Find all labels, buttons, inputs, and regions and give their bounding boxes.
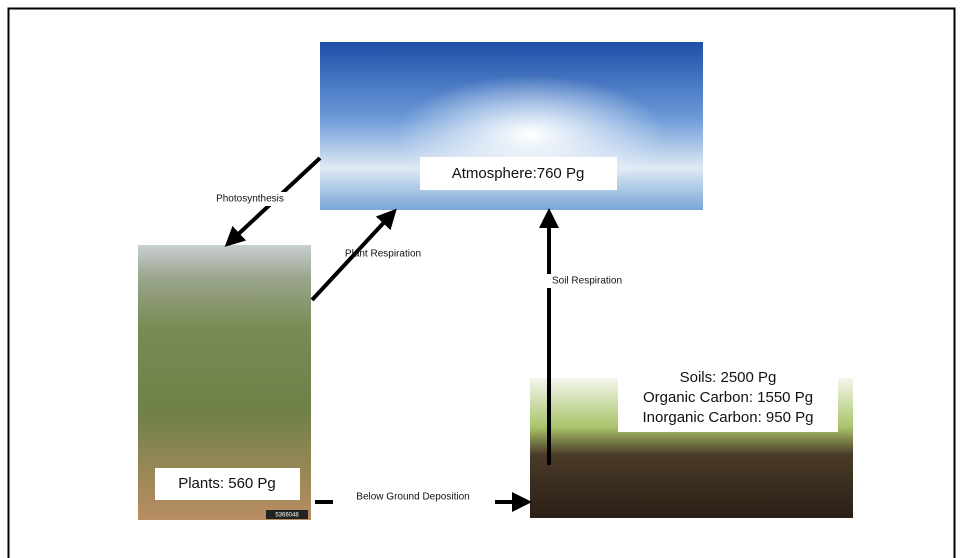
- label-bg: [530, 274, 642, 288]
- plants-label: Plants: 560 Pg: [178, 475, 276, 492]
- frame: [7, 7, 956, 558]
- photo-id-box: [266, 510, 308, 519]
- label-bg: [205, 192, 295, 206]
- atmosphere-box: [420, 157, 617, 190]
- soil-line: Organic Carbon: 1550 Pg: [643, 389, 813, 406]
- edge-label: Photosynthesis: [216, 194, 284, 205]
- arrow: [310, 208, 397, 302]
- edge-label: Soil Respiration: [552, 276, 622, 287]
- photo-id: 5366048: [275, 513, 299, 519]
- plants-box: [155, 468, 300, 500]
- soil-line: Inorganic Carbon: 950 Pg: [643, 409, 814, 426]
- label-bg: [333, 488, 495, 508]
- edge-label: Below Ground Deposition: [356, 492, 469, 503]
- atmosphere-label: Atmosphere:760 Pg: [452, 165, 585, 182]
- soil-box: [618, 362, 838, 432]
- edge-label: Plant Respiration: [345, 249, 421, 260]
- soil-line: Soils: 2500 Pg: [680, 369, 777, 386]
